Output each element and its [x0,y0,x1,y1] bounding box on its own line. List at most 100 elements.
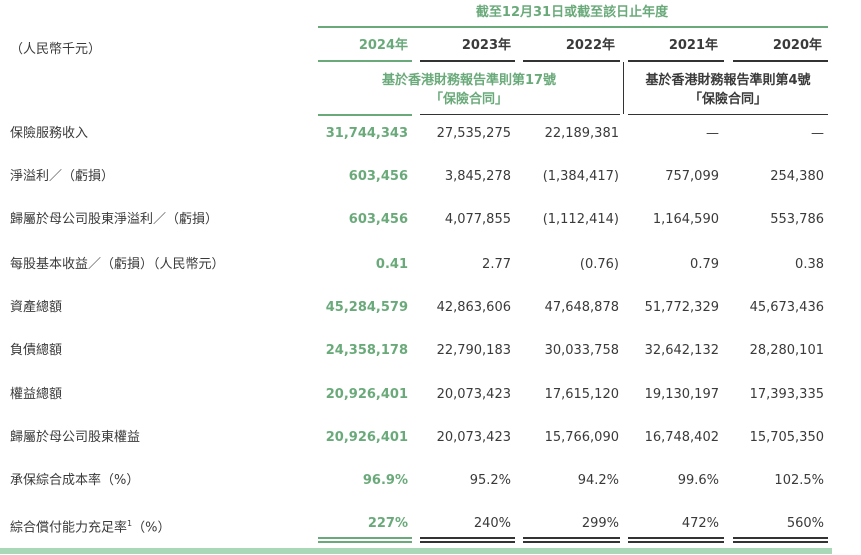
table-cell-2020: 15,705,350 [749,430,824,445]
basis-column-divider [623,62,624,114]
year-header-2023: 2023年 [461,38,511,53]
row-label: 資產總額 [10,299,62,317]
bottom-rule-2022b [523,541,620,543]
basis-ifrs4: 基於香港財務報告準則第4號 「保險合同」 [628,71,828,109]
period-title: 截至12月31日或截至該日止年度 [475,5,669,20]
row-label-text: 淨溢利／（虧損） [10,169,115,184]
basis-ifrs17-line1: 基於香港財務報告準則第17號 [381,73,557,88]
table-cell-2024: 96.9% [362,473,408,488]
basis-ifrs17-rule-dark [420,114,620,115]
basis-ifrs17: 基於香港財務報告準則第17號 「保險合同」 [318,71,620,109]
table-cell-2020: 553,786 [770,212,824,227]
table-cell-2020: 0.38 [795,257,824,272]
table-cell-2022: 17,615,120 [544,387,619,402]
basis-ifrs4-rule [628,114,828,115]
table-cell-2024: 20,926,401 [325,387,408,402]
footnote-marker: 1 [127,519,133,528]
table-cell-2023: 20,073,423 [436,430,511,445]
year-rule-2024 [318,60,412,62]
table-cell-2020: 28,280,101 [749,343,824,358]
row-label: 承保綜合成本率（%） [10,472,139,490]
table-cell-2020: 45,673,436 [749,300,824,315]
table-cell-2023: 2.77 [482,257,511,272]
row-label-suffix: （%） [132,520,171,536]
table-cell-2023: 27,535,275 [436,126,511,141]
table-cell-2021: 51,772,329 [644,300,719,315]
table-cell-2024: 227% [367,516,408,531]
row-label-text: 保險服務收入 [10,126,89,141]
basis-ifrs4-line2: 「保險合同」 [688,92,767,107]
basis-ifrs17-line2: 「保險合同」 [429,92,508,107]
row-label-text: 權益總額 [10,387,63,402]
row-label: 綜合償付能力充足率1（%） [10,515,170,537]
bottom-rule-2020 [733,537,828,539]
bottom-rule-2020b [733,541,828,543]
table-cell-2021: 32,642,132 [644,343,719,358]
table-cell-2020: 102.5% [774,473,824,488]
table-cell-2024: 31,744,343 [325,126,408,141]
table-cell-2023: 20,073,423 [436,387,511,402]
year-header-2021: 2021年 [668,38,718,53]
row-label-text: 歸屬於母公司股東權益 [10,430,141,445]
row-label: 負債總額 [10,342,62,360]
basis-ifrs17-rule-green [318,114,412,116]
row-label: 歸屬於母公司股東權益 [10,429,140,447]
table-cell-2020: 560% [786,516,824,531]
table-cell-2024: 0.41 [375,257,408,272]
row-label-text: 歸屬於母公司股東淨溢利／（虧損） [10,212,219,227]
year-header-2022: 2022年 [565,38,615,53]
table-cell-2022: 22,189,381 [544,126,619,141]
table-cell-2021: 16,748,402 [644,430,719,445]
year-rule-2023 [420,60,515,62]
year-rule-2021 [628,60,724,62]
table-cell-2022: 30,033,758 [544,343,619,358]
table-cell-2022: 299% [581,516,619,531]
row-label: 歸屬於母公司股東淨溢利／（虧損） [10,211,218,229]
row-label: 每股基本收益／（虧損）（人民幣元） [10,256,225,274]
table-cell-2022: 47,648,878 [544,300,619,315]
row-label: 淨溢利／（虧損） [10,168,114,186]
row-label: 權益總額 [10,386,62,404]
table-cell-2022: (1,112,414) [542,212,619,227]
row-label-text: 承保綜合成本率（%） [10,473,140,488]
table-cell-2021: — [706,126,719,141]
bottom-rule-2022 [523,537,620,539]
year-rule-2020 [733,60,828,62]
table-cell-2022: (1,384,417) [542,169,619,184]
unit-label: （人民幣千元） [10,42,102,57]
basis-ifrs4-line1: 基於香港財務報告準則第4號 [645,73,811,88]
table-cell-2021: 99.6% [677,473,719,488]
bottom-rule-2024b [318,541,412,543]
table-cell-2022: (0.76) [579,257,619,272]
table-cell-2021: 0.79 [690,257,719,272]
table-cell-2021: 472% [681,516,719,531]
header-top-rule [318,26,828,28]
table-cell-2022: 94.2% [577,473,619,488]
bottom-rule-2023 [420,537,515,539]
table-cell-2024: 603,456 [348,169,408,184]
year-rule-2022 [523,60,620,62]
table-cell-2020: 17,393,335 [749,387,824,402]
year-header-2020: 2020年 [772,38,822,53]
table-cell-2023: 3,845,278 [444,169,511,184]
table-cell-2022: 15,766,090 [544,430,619,445]
table-cell-2023: 22,790,183 [436,343,511,358]
table-cell-2023: 240% [473,516,511,531]
table-cell-2021: 1,164,590 [652,212,719,227]
bottom-rule-2024 [318,537,412,539]
table-cell-2024: 24,358,178 [325,343,408,358]
row-label: 保險服務收入 [10,125,88,143]
bottom-rule-2023b [420,541,515,543]
table-cell-2023: 42,863,606 [436,300,511,315]
table-cell-2023: 95.2% [469,473,511,488]
row-label-text: 資產總額 [10,300,63,315]
row-label-text: 每股基本收益／（虧損）（人民幣元） [10,257,225,272]
table-cell-2024: 20,926,401 [325,430,408,445]
table-cell-2021: 757,099 [665,169,719,184]
table-cell-2024: 603,456 [348,212,408,227]
row-label-text: 綜合償付能力充足率 [10,520,128,536]
table-cell-2021: 19,130,197 [644,387,719,402]
table-cell-2024: 45,284,579 [325,300,408,315]
row-label-text: 負債總額 [10,343,63,358]
bottom-rule-2021 [628,537,724,539]
